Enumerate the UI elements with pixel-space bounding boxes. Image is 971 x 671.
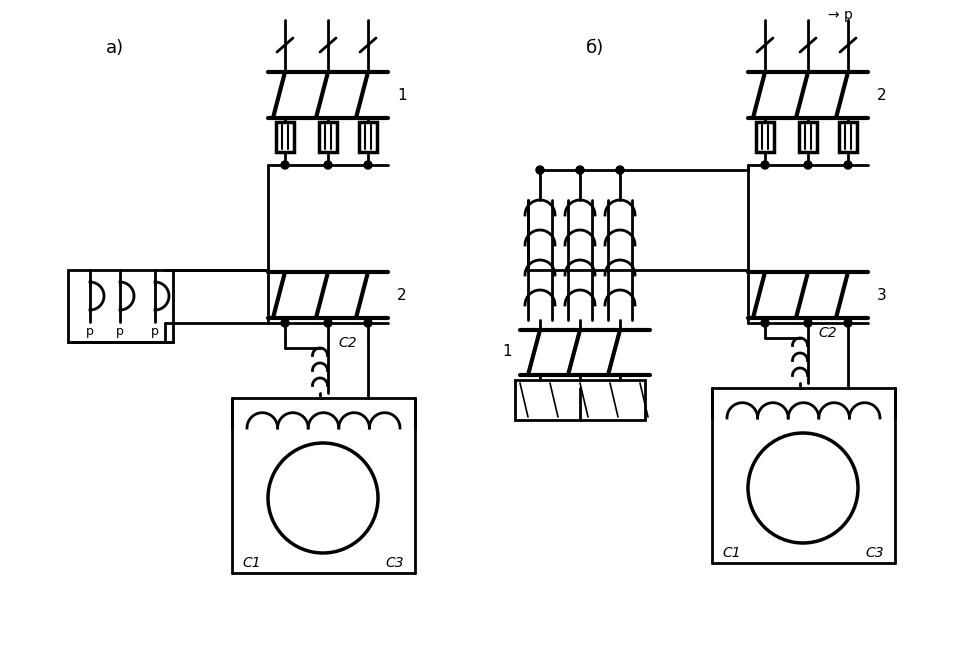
Text: б): б) [586,39,604,57]
Circle shape [761,319,769,327]
Text: → p: → p [827,8,853,22]
Bar [68,270,173,342]
Text: p: p [151,325,159,338]
Bar [839,122,857,152]
Circle shape [804,319,812,327]
Circle shape [281,161,289,169]
Bar [799,122,817,152]
Circle shape [364,161,372,169]
Text: C1: C1 [243,556,261,570]
Circle shape [844,161,852,169]
Circle shape [748,433,858,543]
Circle shape [364,319,372,327]
Text: 1: 1 [502,344,512,360]
Text: 3: 3 [877,287,887,303]
Circle shape [616,166,624,174]
Bar [515,380,645,420]
Bar [319,122,337,152]
Bar [359,122,377,152]
Text: p: p [117,325,124,338]
Circle shape [804,161,812,169]
Circle shape [844,319,852,327]
Circle shape [268,443,378,553]
Text: C2: C2 [338,336,356,350]
Circle shape [324,161,332,169]
Circle shape [324,319,332,327]
Text: C3: C3 [866,546,885,560]
Text: 2: 2 [397,287,407,303]
Text: 1: 1 [397,87,407,103]
Circle shape [536,166,544,174]
Text: C3: C3 [385,556,404,570]
Text: C1: C1 [722,546,741,560]
Circle shape [761,161,769,169]
Circle shape [576,166,584,174]
Circle shape [281,319,289,327]
Text: 2: 2 [877,87,887,103]
Text: C2: C2 [818,326,837,340]
Bar [756,122,774,152]
Text: p: p [86,325,94,338]
Bar [276,122,294,152]
Text: a): a) [106,39,124,57]
